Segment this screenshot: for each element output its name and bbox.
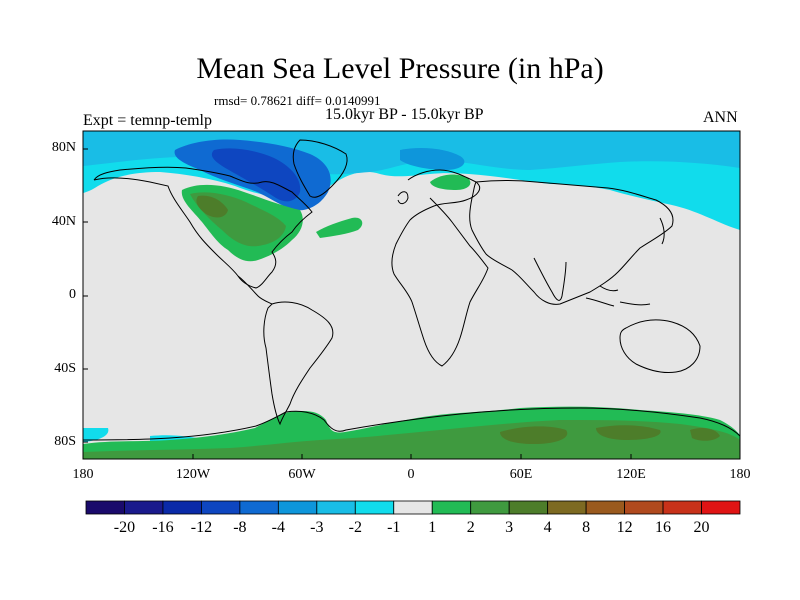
colorbar-label: -12 [190,519,213,536]
scandinavia-green-patch [430,174,471,190]
colorbar-swatch-10 [470,500,510,515]
colorbar-label: 8 [582,519,591,536]
colorbar-label: -1 [387,519,401,536]
colorbar-label: 1 [428,519,437,536]
antarctica-olive-patch-3 [690,428,720,441]
colorbar-swatch-11 [508,500,549,515]
map-title: Mean Sea Level Pressure (in hPa) [196,52,604,85]
lon-label-120e: 120E [616,467,646,482]
axis-ticks [83,148,632,459]
lon-label-0: 0 [407,467,415,482]
antarctica-olive-patch-2 [596,425,661,440]
lon-label-120w: 120W [175,467,211,482]
season-label: ANN [703,109,738,126]
lon-label-60e: 60E [509,467,533,482]
colorbar-swatch-16 [701,500,741,515]
lon-label-60w: 60W [288,467,316,482]
colorbar-swatch-8 [393,500,433,515]
indonesia-coast [585,285,651,307]
colorbar-label: 2 [466,519,475,536]
antarctica-olive-patch-1 [500,426,568,444]
colorbar-swatch-2 [162,500,202,515]
svalbard-blue-patch [400,148,465,170]
colorbar-label: -20 [113,519,136,536]
north-america-coast [93,166,313,289]
colorbar-label: -16 [152,519,174,536]
colorbar-label: -3 [310,519,324,536]
lat-label-0: 0 [69,287,76,302]
colorbar-swatch-7 [354,500,395,515]
colorbar-swatch-0 [85,500,125,515]
period-text: 15.0kyr BP - 15.0kyr BP [325,106,484,123]
lon-label-180w: 180 [72,467,94,482]
australia-coast [619,319,701,373]
lat-label-40n: 40N [51,214,76,229]
colorbar-label: 12 [616,519,633,536]
lat-label-80s: 80S [54,434,76,449]
asia-coast [469,180,674,305]
colorbar-label: -2 [348,519,362,536]
colorbar-swatch-3 [201,500,241,515]
central-america-coast [237,275,273,305]
antarctic-cyan-patch-1 [83,428,109,442]
japan-coast [659,217,665,245]
colorbar-swatch-15 [662,500,702,515]
europe-africa-coast [391,169,489,367]
colorbar-label: 20 [693,519,710,536]
colorbar-swatch-14 [624,500,664,515]
lon-label-180e: 180 [729,467,751,482]
colorbar-swatch-13 [585,500,625,515]
experiment-label: Expt = temnp-temlp [83,112,212,129]
colorbar-swatch-1 [124,500,164,515]
atlantic-green-patch [316,217,363,238]
colorbar-swatch-12 [547,500,587,515]
greenland-darkblue-field [211,148,301,202]
colorbar [85,500,741,515]
india-coast [533,257,567,301]
colorbar-label: 16 [655,519,672,536]
stats-text: rmsd= 0.78621 diff= 0.0140991 [214,93,381,108]
south-america-coast [263,301,334,426]
colorbar-swatch-4 [239,500,279,515]
coastlines [82,139,741,441]
north-america-olive-field [196,195,228,218]
lat-label-40s: 40S [54,361,76,376]
colorbar-swatch-5 [277,500,318,515]
colorbar-label: 3 [505,519,514,536]
colorbar-swatch-6 [316,500,356,515]
greenland-coast [292,139,348,198]
colorbar-label: -8 [233,519,247,536]
colorbar-swatch-9 [431,500,472,515]
antarctica-darkgreen-field [83,420,740,459]
antarctica-coast [82,407,741,441]
uk-coast [397,191,409,205]
colorbar-label: 4 [543,519,552,536]
lat-label-80n: 80N [51,140,76,155]
colorbar-label: -4 [271,519,285,536]
